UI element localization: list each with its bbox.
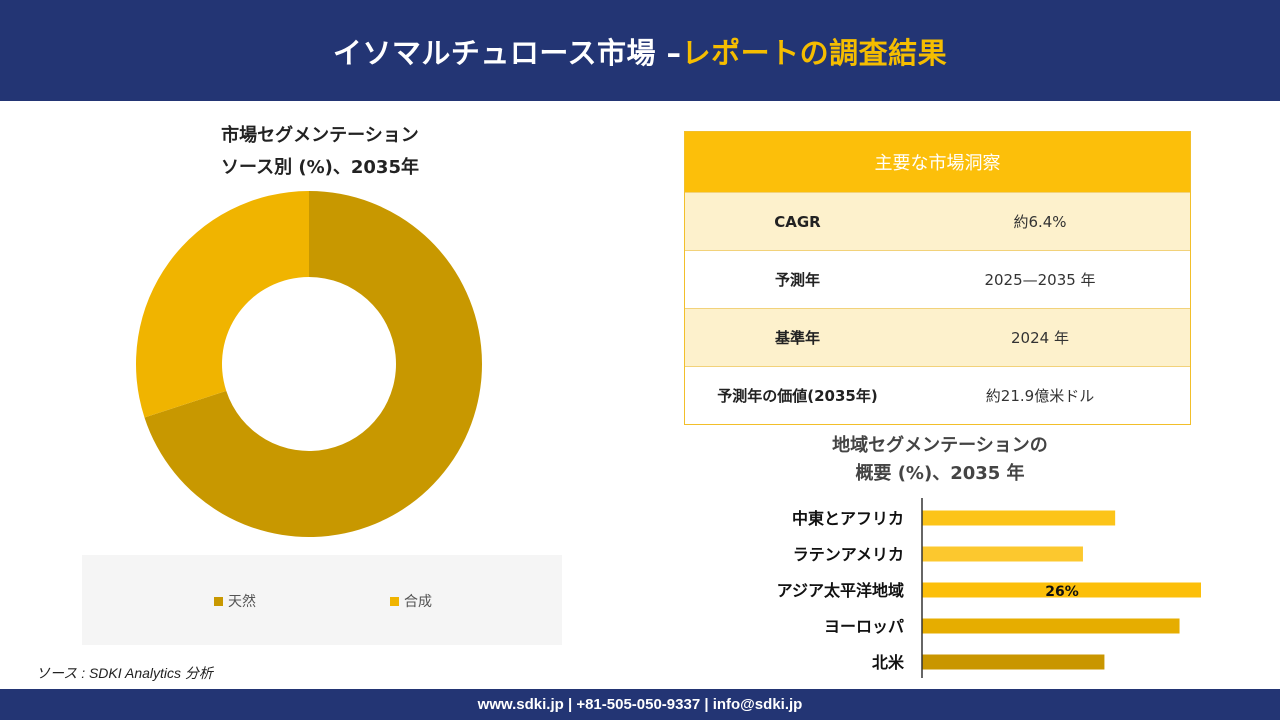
page-title: イソマルチュロース市場 –レポートの調査結果 (333, 30, 947, 72)
bar-3 (922, 618, 1180, 634)
kpi-label: 予測年 (774, 271, 820, 289)
donut-slice-natural (144, 191, 482, 537)
legend-item-natural: 天然 (214, 591, 256, 611)
bar-data-label: 26% (1045, 584, 1079, 600)
donut-legend: 天然 合成 (82, 555, 562, 645)
kpi-label: 基準年 (774, 329, 820, 347)
bar-category-label: ヨーロッパ (824, 617, 904, 636)
bar-title-line1: 地域セグメンテーションの (832, 435, 1048, 456)
kpi-row-cagr: CAGR 約6.4% (685, 192, 1190, 250)
bar-4 (922, 654, 1105, 670)
bar-category-label: ラテンアメリカ (793, 545, 904, 564)
source-note: ソース : SDKI Analytics 分析 (36, 665, 213, 681)
kpi-label: CAGR (774, 212, 821, 231)
page-title-accent: レポートの調査結果 (681, 35, 948, 70)
kpi-value: 2024 年 (1011, 329, 1069, 347)
bar-chart-title: 地域セグメンテーションの 概要 (%)、2035 年 (760, 432, 1120, 488)
legend-swatch-synthetic (390, 596, 399, 606)
legend-label-natural: 天然 (228, 594, 256, 610)
page-title-main: イソマルチュロース市場 – (332, 35, 682, 70)
bar-1 (922, 546, 1083, 562)
footer-banner: www.sdki.jp | +81-505-050-9337 | info@sd… (0, 689, 1280, 720)
legend-item-synthetic: 合成 (390, 591, 432, 611)
header-banner: イソマルチュロース市場 –レポートの調査結果 (0, 0, 1280, 101)
kpi-label: 予測年の価値(2035年) (717, 387, 878, 405)
donut-title-line2: ソース別 (%)、2035年 (221, 157, 419, 178)
bar-category-label: 北米 (872, 653, 905, 672)
kpi-value: 2025—2035 年 (984, 271, 1096, 289)
kpi-value: 約21.9億米ドル (985, 387, 1095, 405)
kpi-row-forecast-value: 予測年の価値(2035年) 約21.9億米ドル (685, 366, 1190, 424)
kpi-row-base-year: 基準年 2024 年 (685, 308, 1190, 366)
kpi-value: 約6.4% (1013, 213, 1067, 231)
footer-contact: www.sdki.jp | +81-505-050-9337 | info@sd… (477, 696, 803, 713)
donut-slice-synthetic (135, 191, 309, 418)
bar-2 (922, 582, 1201, 598)
donut-title-line1: 市場セグメンテーション (221, 125, 419, 146)
kpi-row-forecast-year: 予測年 2025—2035 年 (685, 250, 1190, 308)
market-insights-heading: 主要な市場洞察 (685, 132, 1190, 192)
legend-label-synthetic: 合成 (404, 594, 432, 610)
donut-chart (135, 191, 482, 537)
bar-0 (922, 510, 1116, 526)
bar-category-label: 中東とアフリカ (792, 509, 904, 528)
market-insights-table: 主要な市場洞察 CAGR 約6.4% 予測年 2025—2035 年 基準年 2… (684, 131, 1191, 425)
donut-chart-title: 市場セグメンテーション ソース別 (%)、2035年 (140, 120, 500, 184)
bar-title-line2: 概要 (%)、2035 年 (855, 463, 1025, 484)
legend-swatch-natural (214, 596, 223, 606)
bar-category-label: アジア太平洋地域 (777, 581, 904, 600)
